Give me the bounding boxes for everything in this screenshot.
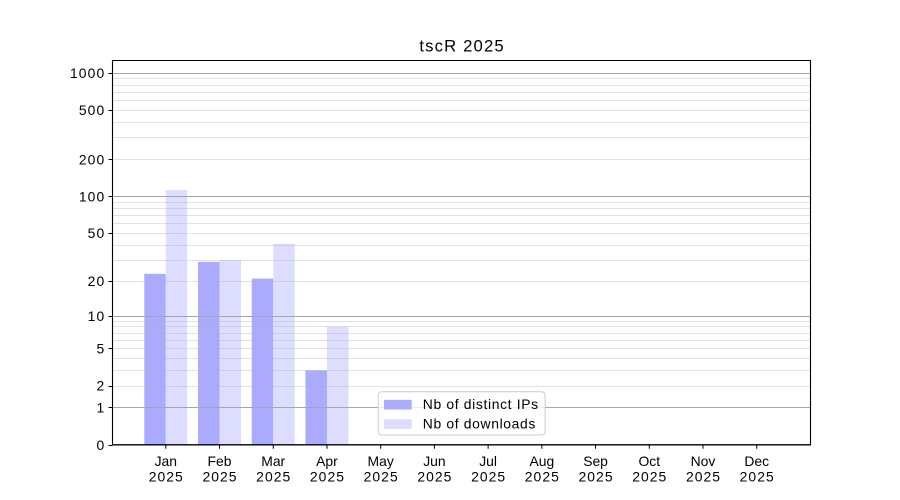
svg-text:2: 2 xyxy=(96,378,105,394)
svg-text:2025: 2025 xyxy=(310,468,345,484)
svg-text:2025: 2025 xyxy=(632,468,667,484)
svg-text:Sep: Sep xyxy=(583,453,608,469)
svg-text:Feb: Feb xyxy=(208,453,232,469)
svg-text:May: May xyxy=(368,453,394,469)
svg-text:2025: 2025 xyxy=(256,468,291,484)
svg-text:Mar: Mar xyxy=(261,453,285,469)
svg-text:Dec: Dec xyxy=(744,453,769,469)
svg-text:10: 10 xyxy=(88,308,106,324)
svg-text:0: 0 xyxy=(96,437,105,453)
svg-text:1000: 1000 xyxy=(70,65,105,81)
svg-text:Jul: Jul xyxy=(479,453,497,469)
svg-text:2025: 2025 xyxy=(579,468,614,484)
svg-text:500: 500 xyxy=(79,102,105,118)
svg-text:2025: 2025 xyxy=(149,468,184,484)
svg-text:2025: 2025 xyxy=(686,468,721,484)
svg-text:Aug: Aug xyxy=(529,453,554,469)
svg-text:1: 1 xyxy=(96,400,105,416)
svg-text:Nb of downloads: Nb of downloads xyxy=(423,416,536,432)
svg-text:5: 5 xyxy=(96,340,105,356)
svg-text:2025: 2025 xyxy=(471,468,506,484)
svg-text:200: 200 xyxy=(79,151,105,167)
svg-text:2025: 2025 xyxy=(525,468,560,484)
svg-text:50: 50 xyxy=(88,225,106,241)
svg-text:2025: 2025 xyxy=(364,468,399,484)
svg-text:Jun: Jun xyxy=(423,453,445,469)
svg-text:2025: 2025 xyxy=(740,468,775,484)
svg-text:Apr: Apr xyxy=(316,453,338,469)
svg-text:20: 20 xyxy=(88,273,106,289)
svg-text:2025: 2025 xyxy=(417,468,452,484)
svg-text:Oct: Oct xyxy=(638,453,660,469)
svg-text:tscR 2025: tscR 2025 xyxy=(419,37,505,56)
svg-text:Nov: Nov xyxy=(691,453,716,469)
svg-text:100: 100 xyxy=(79,188,105,204)
svg-text:Jan: Jan xyxy=(155,453,177,469)
svg-text:Nb of distinct IPs: Nb of distinct IPs xyxy=(423,396,539,412)
svg-text:2025: 2025 xyxy=(202,468,237,484)
